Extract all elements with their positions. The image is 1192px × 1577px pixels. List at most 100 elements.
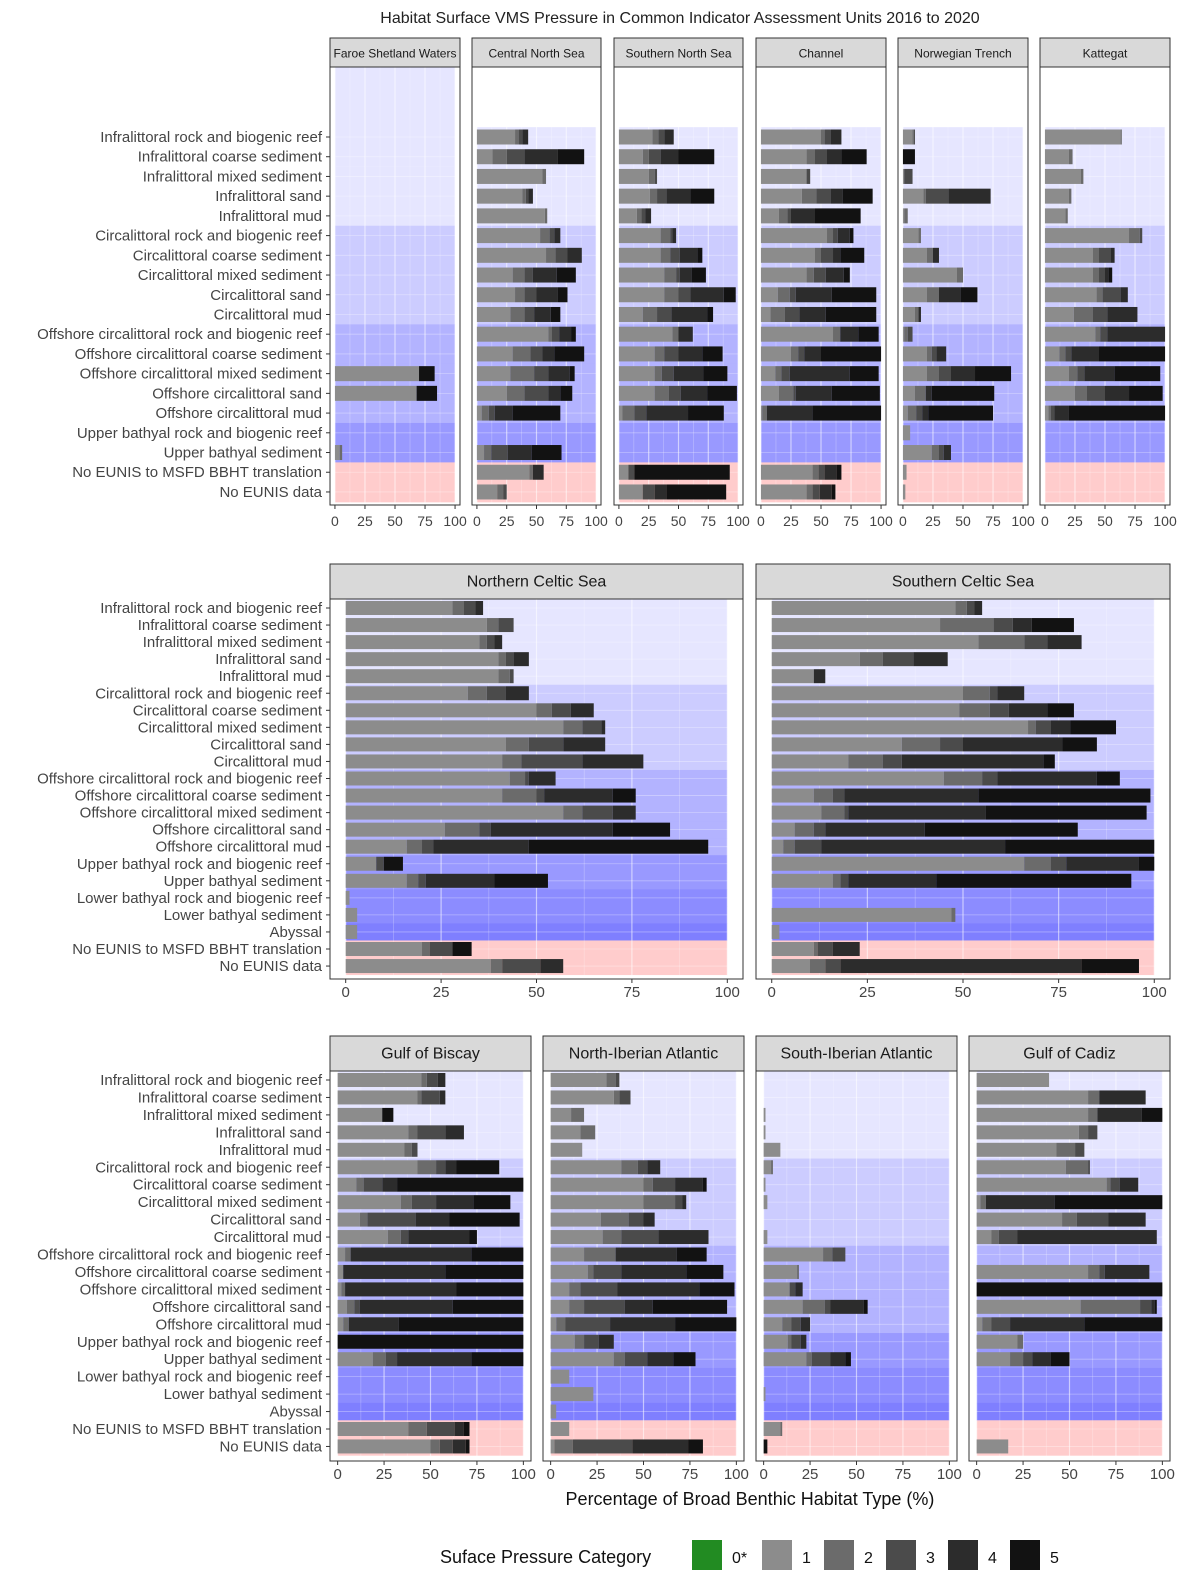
bar-segment-cat-1 <box>337 1230 388 1245</box>
bar-segment-cat-3 <box>411 1195 437 1210</box>
bar-segment-cat-1 <box>618 247 661 263</box>
bar-segment-cat-1 <box>550 1212 601 1227</box>
bar-segment-cat-2 <box>652 129 659 145</box>
x-tick-label: 100 <box>584 513 608 529</box>
bar-segment-cat-4 <box>789 366 850 382</box>
bar-segment-cat-3 <box>411 1142 418 1157</box>
bar-segment-cat-1 <box>550 1282 570 1297</box>
bar-segment-cat-1 <box>345 890 350 905</box>
bar-segment-cat-4 <box>654 484 667 500</box>
bar-segment-cat-5 <box>634 464 730 480</box>
bar-segment-cat-2 <box>787 1334 792 1349</box>
bar-segment-cat-2 <box>522 188 526 204</box>
bar-segment-cat-2 <box>1056 1142 1076 1157</box>
bar-segment-cat-3 <box>652 1177 676 1192</box>
bar-segment-cat-3 <box>385 1352 398 1367</box>
bar-segment-cat-1 <box>345 873 407 888</box>
bar-segment-cat-5 <box>976 1282 1163 1297</box>
bar-segment-cat-5 <box>398 1317 524 1332</box>
bar-segment-cat-2 <box>926 247 933 263</box>
bar-segment-cat-1 <box>1044 385 1075 401</box>
bar-segment-cat-2 <box>771 1160 773 1175</box>
bar-segment-cat-1 <box>476 484 498 500</box>
bar-segment-cat-2 <box>421 1073 427 1087</box>
bar-segment-cat-2 <box>904 326 908 342</box>
bar-segment-cat-2 <box>1078 1125 1089 1140</box>
bar-segment-cat-1 <box>902 306 915 322</box>
bar-segment-cat-4 <box>445 1160 457 1175</box>
bar-segment-cat-1 <box>771 720 1029 735</box>
bar-segment-cat-1 <box>476 129 516 145</box>
bar-segment-cat-2 <box>387 1230 401 1245</box>
bar-segment-cat-1 <box>1044 149 1069 165</box>
bar-segment-cat-3 <box>436 1160 446 1175</box>
bar-segment-cat-5 <box>556 267 576 283</box>
y-tick-label: Offshore circalittoral sand <box>152 822 322 839</box>
x-axis-label: Percentage of Broad Benthic Habitat Type… <box>566 1489 935 1509</box>
bar-segment-cat-1 <box>618 168 649 184</box>
bar-segment-cat-3 <box>998 1230 1018 1245</box>
bar-segment-cat-3 <box>1065 346 1072 362</box>
bar-segment-cat-2 <box>481 405 489 421</box>
bar-segment-cat-2 <box>955 601 967 615</box>
bar-segment-cat-4 <box>848 805 986 820</box>
bar-segment-cat-4 <box>554 228 561 244</box>
bar-segment-cat-2 <box>408 1422 427 1436</box>
bar-segment-cat-3 <box>784 306 800 322</box>
bar-segment-cat-1 <box>760 267 807 283</box>
x-tick-label: 75 <box>682 1466 699 1483</box>
bar-segment-cat-5 <box>560 385 573 401</box>
bar-segment-cat-5 <box>690 188 715 204</box>
bar-segment-cat-3 <box>534 366 549 382</box>
facet-strip <box>897 37 1029 68</box>
bar-segment-cat-1 <box>550 1369 570 1384</box>
bar-segment-cat-1 <box>976 1352 1011 1367</box>
x-tick-label: 50 <box>955 984 972 1001</box>
bar-segment-cat-2 <box>859 652 883 667</box>
facet-strip-label: Kattegat <box>1083 47 1128 61</box>
bar-segment-cat-4 <box>475 601 484 615</box>
y-tick-label: Infralittoral coarse sediment <box>138 149 323 166</box>
x-tick-label: 25 <box>499 513 515 529</box>
x-tick-label: 25 <box>859 984 876 1001</box>
bar-segment-cat-3 <box>642 484 655 500</box>
y-tick-label: Offshore circalittoral coarse sediment <box>75 788 323 805</box>
bar-segment-cat-2 <box>486 618 499 633</box>
bar-segment-cat-2 <box>492 149 507 165</box>
bar-segment-cat-2 <box>430 1439 440 1454</box>
bar-segment-cat-4 <box>1084 366 1115 382</box>
bar-segment-cat-4 <box>658 1230 709 1245</box>
bar-segment-cat-1 <box>976 1073 1050 1087</box>
facet-channel: Channel 0 25 50 75 100 <box>755 37 893 529</box>
y-tick-label: Circalittoral mixed sediment <box>138 267 323 284</box>
bar-segment-cat-3 <box>582 805 613 820</box>
bar-segment-cat-4 <box>647 1160 661 1175</box>
bar-segment-cat-1 <box>476 445 485 461</box>
bar-segment-cat-4 <box>617 1282 700 1297</box>
bar-segment-cat-4 <box>800 1334 807 1349</box>
bar-segment-cat-1 <box>763 1264 798 1279</box>
bar-segment-cat-5 <box>702 1177 707 1192</box>
bar-segment-cat-3 <box>634 405 647 421</box>
facet-central-north-sea: Central North Sea 0 25 50 75 100 <box>471 37 608 529</box>
bar-segment-cat-4 <box>1010 1317 1085 1332</box>
bar-segment-cat-1 <box>550 1387 594 1402</box>
bar-segment-cat-1 <box>345 754 503 769</box>
bar-segment-cat-1 <box>976 1195 981 1210</box>
bar-segment-cat-2 <box>580 1125 596 1140</box>
bar-segment-cat-2 <box>1088 1090 1100 1105</box>
bar-segment-cat-2 <box>343 1317 349 1332</box>
bar-segment-cat-4 <box>624 1299 653 1314</box>
x-tick-label: 0 <box>768 984 776 1001</box>
bar-segment-cat-1 <box>618 464 629 480</box>
facet-north-iberian-atlantic: North-Iberian Atlantic 0 25 50 75 100 <box>542 1035 749 1483</box>
bar-segment-cat-3 <box>816 188 831 204</box>
bar-segment-cat-1 <box>771 924 780 939</box>
bar-segment-cat-1 <box>902 425 911 441</box>
bar-segment-cat-1 <box>760 405 763 421</box>
y-tick-label: Circalittoral rock and biogenic reef <box>95 685 323 702</box>
bar-segment-cat-1 <box>902 326 905 342</box>
bar-segment-cat-1 <box>760 464 813 480</box>
bar-segment-cat-5 <box>688 1439 703 1454</box>
bar-segment-cat-4 <box>1099 1090 1146 1105</box>
